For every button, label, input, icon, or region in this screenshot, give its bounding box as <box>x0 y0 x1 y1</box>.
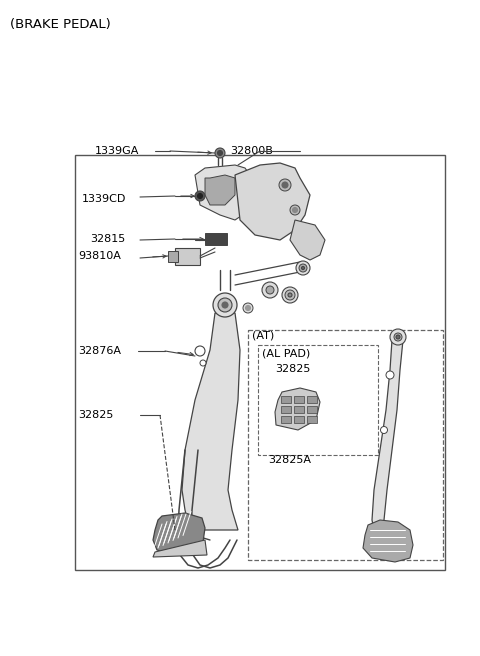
Polygon shape <box>235 163 310 240</box>
Circle shape <box>279 179 291 191</box>
Bar <box>307 406 317 413</box>
Bar <box>294 406 304 413</box>
Circle shape <box>213 293 237 317</box>
Bar <box>281 416 291 423</box>
Circle shape <box>218 298 232 312</box>
Text: 32825: 32825 <box>78 410 113 420</box>
Circle shape <box>195 191 205 201</box>
Circle shape <box>282 182 288 188</box>
Circle shape <box>197 194 203 199</box>
Circle shape <box>396 335 400 339</box>
Text: (AT): (AT) <box>252 331 274 341</box>
Text: 1339GA: 1339GA <box>95 146 139 156</box>
Bar <box>258 345 378 455</box>
Polygon shape <box>363 520 413 562</box>
Bar <box>307 396 317 403</box>
Circle shape <box>245 306 251 310</box>
Circle shape <box>290 205 300 215</box>
Bar <box>205 233 227 245</box>
Text: (AL PAD): (AL PAD) <box>262 348 310 358</box>
Text: 32825: 32825 <box>275 364 311 374</box>
Polygon shape <box>153 513 205 555</box>
Polygon shape <box>153 540 207 557</box>
Circle shape <box>292 207 298 213</box>
Text: 32800B: 32800B <box>230 146 273 156</box>
Bar <box>75 155 445 570</box>
Polygon shape <box>372 340 403 550</box>
Text: 32825A: 32825A <box>268 455 311 465</box>
Text: 32815: 32815 <box>90 234 125 244</box>
Circle shape <box>215 148 225 158</box>
Bar <box>281 396 291 403</box>
Circle shape <box>288 293 292 297</box>
Circle shape <box>285 290 295 300</box>
Circle shape <box>390 329 406 345</box>
Polygon shape <box>205 175 235 205</box>
Circle shape <box>282 287 298 303</box>
Text: 93810A: 93810A <box>78 251 121 261</box>
Circle shape <box>195 346 205 356</box>
Text: (BRAKE PEDAL): (BRAKE PEDAL) <box>10 18 111 31</box>
Circle shape <box>200 360 206 366</box>
Circle shape <box>296 261 310 275</box>
Circle shape <box>301 266 304 270</box>
Bar <box>294 396 304 403</box>
Circle shape <box>243 303 253 313</box>
Circle shape <box>394 333 402 341</box>
Polygon shape <box>182 313 240 530</box>
Text: 1339CD: 1339CD <box>82 194 126 204</box>
Polygon shape <box>195 165 255 220</box>
Circle shape <box>299 264 307 272</box>
Bar <box>294 416 304 423</box>
Polygon shape <box>175 248 200 265</box>
Circle shape <box>262 282 278 298</box>
Text: 32876A: 32876A <box>78 346 121 356</box>
Polygon shape <box>290 220 325 260</box>
Circle shape <box>222 302 228 308</box>
Circle shape <box>381 426 387 434</box>
Polygon shape <box>168 251 178 262</box>
Bar <box>307 416 317 423</box>
Circle shape <box>217 150 223 155</box>
Polygon shape <box>275 388 320 430</box>
Circle shape <box>266 286 274 294</box>
Bar <box>281 406 291 413</box>
Circle shape <box>386 371 394 379</box>
Bar <box>248 330 443 560</box>
